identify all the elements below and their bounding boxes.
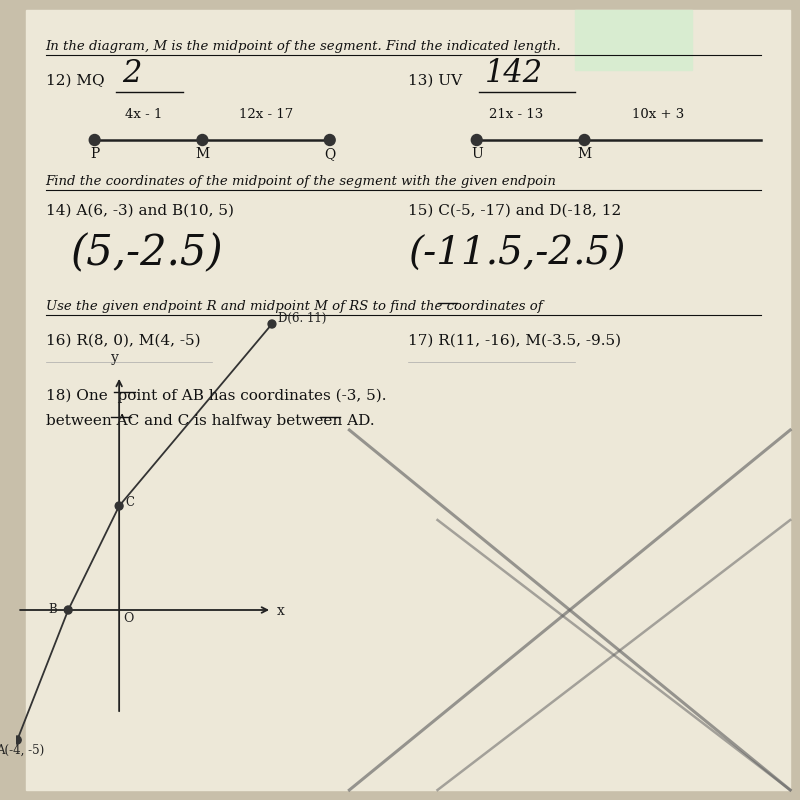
Text: Find the coordinates of the midpoint of the segment with the given endpoin: Find the coordinates of the midpoint of … <box>46 175 557 188</box>
Text: 142: 142 <box>485 58 542 89</box>
Circle shape <box>14 736 21 744</box>
Text: C: C <box>125 496 134 509</box>
Text: A(-4, -5): A(-4, -5) <box>0 744 44 757</box>
Text: (5,-2.5): (5,-2.5) <box>70 232 222 274</box>
Circle shape <box>90 134 100 146</box>
Text: 17) R(11, -16), M(-3.5, -9.5): 17) R(11, -16), M(-3.5, -9.5) <box>408 334 622 348</box>
Text: 21x - 13: 21x - 13 <box>489 108 543 121</box>
Circle shape <box>197 134 208 146</box>
Circle shape <box>268 320 276 328</box>
Text: 14) A(6, -3) and B(10, 5): 14) A(6, -3) and B(10, 5) <box>46 204 234 218</box>
Text: B: B <box>49 603 58 616</box>
Circle shape <box>64 606 72 614</box>
Text: (-11.5,-2.5): (-11.5,-2.5) <box>408 236 626 273</box>
Text: 12x - 17: 12x - 17 <box>239 108 294 121</box>
Text: M: M <box>578 147 591 161</box>
Circle shape <box>115 502 123 510</box>
Text: 16) R(8, 0), M(4, -5): 16) R(8, 0), M(4, -5) <box>46 334 200 348</box>
Text: 10x + 3: 10x + 3 <box>632 108 684 121</box>
Text: 15) C(-5, -17) and D(-18, 12: 15) C(-5, -17) and D(-18, 12 <box>408 204 622 218</box>
Text: y: y <box>111 351 119 365</box>
Text: In the diagram, M is the midpoint of the segment. Find the indicated length.: In the diagram, M is the midpoint of the… <box>46 40 562 53</box>
Text: 4x - 1: 4x - 1 <box>125 108 162 121</box>
Text: P: P <box>90 147 99 161</box>
Text: x: x <box>277 604 285 618</box>
Text: D(6. 11): D(6. 11) <box>278 312 326 325</box>
Text: Q: Q <box>324 147 335 161</box>
Text: between AC and C is halfway between AD.: between AC and C is halfway between AD. <box>46 414 374 428</box>
Text: O: O <box>123 612 134 625</box>
Text: 13) UV: 13) UV <box>408 74 462 88</box>
Circle shape <box>471 134 482 146</box>
Text: U: U <box>471 147 482 161</box>
Text: 12) MQ: 12) MQ <box>46 74 104 88</box>
Text: Use the given endpoint R and midpoint M of RS to find the coordinates of: Use the given endpoint R and midpoint M … <box>46 300 542 313</box>
Circle shape <box>579 134 590 146</box>
Bar <box>574 10 692 70</box>
Text: M: M <box>195 147 210 161</box>
Text: 18) One  point of AB has coordinates (-3, 5).: 18) One point of AB has coordinates (-3,… <box>46 389 386 403</box>
Text: 2: 2 <box>122 58 142 89</box>
Circle shape <box>324 134 335 146</box>
